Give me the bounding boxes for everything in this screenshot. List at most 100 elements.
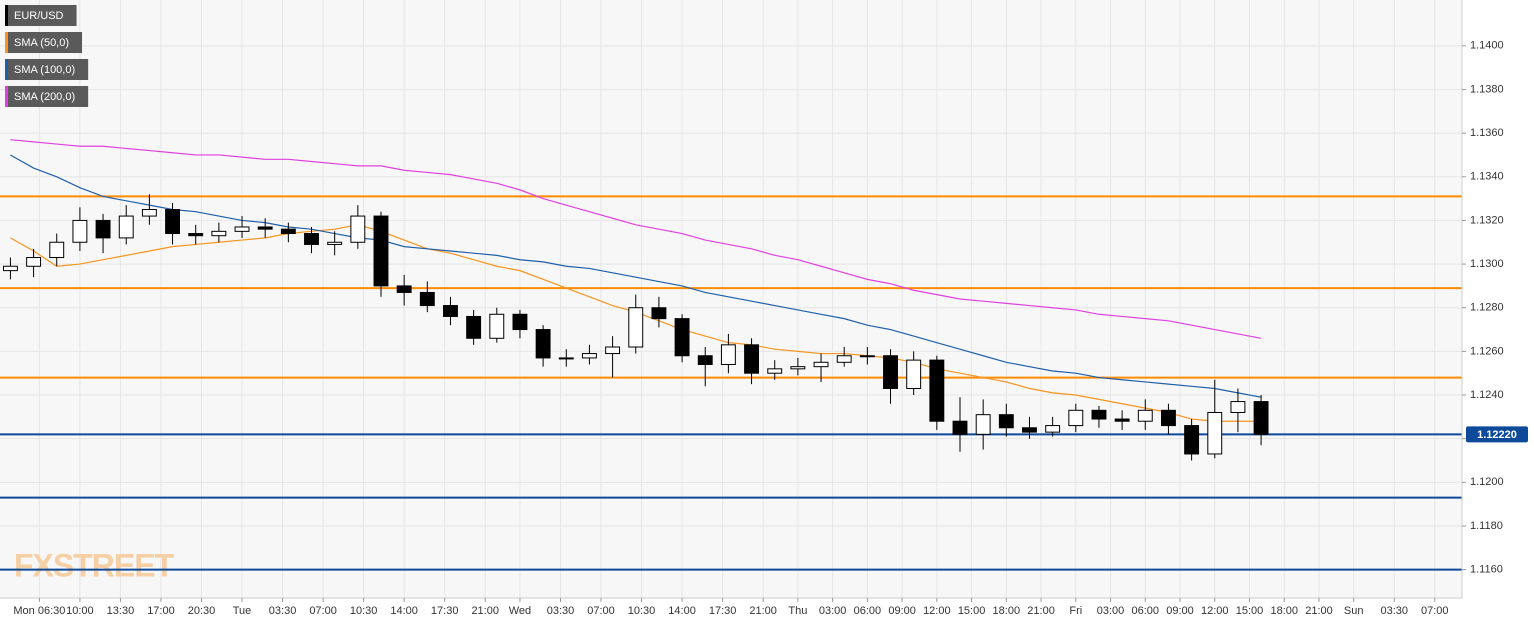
x-tick-label: 15:00 bbox=[1236, 605, 1264, 617]
legend-box bbox=[5, 86, 89, 107]
x-tick-label: 09:00 bbox=[1166, 605, 1194, 617]
x-tick-label: 13:30 bbox=[107, 605, 135, 617]
legend-swatch bbox=[5, 59, 8, 80]
x-tick-label: Wed bbox=[509, 605, 531, 617]
x-tick-label: 03:30 bbox=[547, 605, 575, 617]
x-tick-label: 21:00 bbox=[1027, 605, 1055, 617]
candle-body bbox=[165, 209, 180, 235]
y-tick-label: 1.1200 bbox=[1470, 476, 1504, 488]
candle-body bbox=[141, 209, 157, 217]
x-tick-label: 10:30 bbox=[628, 605, 656, 617]
candle-body bbox=[443, 305, 458, 317]
candle-body bbox=[1137, 409, 1153, 422]
x-tick-label: 17:00 bbox=[147, 605, 175, 617]
y-tick-label: 1.1180 bbox=[1470, 520, 1503, 532]
x-tick-label: 03:00 bbox=[819, 605, 847, 617]
legend-box bbox=[5, 32, 83, 53]
watermark: FXSTREET bbox=[14, 547, 175, 583]
x-tick-label: Thu bbox=[788, 605, 807, 617]
candle-body bbox=[257, 226, 273, 230]
x-tick-label: 06:00 bbox=[854, 605, 882, 617]
x-tick-label: 03:00 bbox=[1097, 605, 1125, 617]
candle-body bbox=[952, 420, 968, 435]
candle-body bbox=[605, 346, 621, 355]
last-price-label: 1.12220 bbox=[1477, 429, 1517, 441]
candle-body bbox=[1253, 401, 1269, 435]
candle-body bbox=[1184, 425, 1200, 455]
x-tick-label: 21:00 bbox=[471, 605, 499, 617]
candle-body bbox=[790, 366, 806, 370]
y-tick-label: 1.1300 bbox=[1470, 258, 1504, 270]
y-tick-label: 1.1380 bbox=[1470, 83, 1504, 95]
candle-body bbox=[512, 313, 528, 331]
levels bbox=[0, 195, 1462, 571]
candle-body bbox=[697, 355, 713, 365]
candle-body bbox=[280, 228, 296, 235]
y-tick-label: 1.1240 bbox=[1470, 389, 1504, 401]
x-tick-label: 10:30 bbox=[350, 605, 378, 617]
candle-body bbox=[975, 414, 991, 435]
x-tick-label: Sun bbox=[1344, 605, 1364, 617]
sma-line bbox=[10, 139, 1262, 339]
legend-label: SMA (100,0) bbox=[14, 64, 75, 76]
candle-body bbox=[1068, 409, 1084, 427]
legend-box bbox=[5, 5, 77, 26]
candle-body bbox=[373, 215, 389, 287]
candle-body bbox=[304, 233, 319, 245]
candle-body bbox=[419, 291, 435, 307]
candle-body bbox=[998, 414, 1014, 429]
last-price-tag bbox=[1466, 426, 1528, 443]
y-tick-label: 1.1340 bbox=[1470, 171, 1504, 183]
y-tick-label: 1.1360 bbox=[1470, 127, 1504, 139]
candle-body bbox=[1022, 427, 1037, 433]
legend-swatch bbox=[5, 86, 8, 107]
candle-body bbox=[674, 318, 690, 357]
candle-body bbox=[744, 344, 760, 374]
candle-body bbox=[883, 355, 898, 389]
candle-body bbox=[581, 353, 597, 359]
y-tick-label: 1.1260 bbox=[1470, 345, 1504, 357]
candle-body bbox=[1160, 409, 1176, 427]
legend-label: SMA (200,0) bbox=[14, 91, 75, 103]
candle-body bbox=[558, 357, 574, 360]
x-tick-label: 15:00 bbox=[958, 605, 986, 617]
candle-body bbox=[767, 368, 783, 374]
x-tick-label: 18:00 bbox=[1270, 605, 1298, 617]
candle-body bbox=[49, 241, 65, 259]
x-tick-label: 17:30 bbox=[709, 605, 737, 617]
candle-body bbox=[859, 355, 875, 358]
x-tick-label: 21:00 bbox=[749, 605, 777, 617]
candles bbox=[2, 194, 1269, 461]
y-tick-label: 1.1320 bbox=[1470, 214, 1504, 226]
x-tick-label: 07:00 bbox=[1421, 605, 1449, 617]
x-tick-label: 12:00 bbox=[1201, 605, 1229, 617]
candle-body bbox=[813, 361, 829, 368]
candle-body bbox=[350, 215, 366, 243]
x-tick-label: 21:00 bbox=[1305, 605, 1333, 617]
candle-body bbox=[2, 265, 18, 272]
candle-body bbox=[72, 219, 88, 243]
candle-body bbox=[1091, 409, 1107, 420]
candle-body bbox=[1114, 418, 1130, 422]
y-tick-label: 1.1160 bbox=[1470, 564, 1503, 576]
candle-body bbox=[651, 307, 667, 320]
sma-line bbox=[10, 154, 1262, 398]
x-tick-label: 10:00 bbox=[66, 605, 94, 617]
candle-body bbox=[95, 219, 111, 239]
y-tick-label: 1.1280 bbox=[1470, 302, 1504, 314]
x-tick-label: Tue bbox=[233, 605, 252, 617]
candle-body bbox=[26, 257, 42, 267]
candle-body bbox=[535, 329, 551, 359]
x-tick-label: 17:30 bbox=[431, 605, 459, 617]
x-tick-label: Fri bbox=[1069, 605, 1082, 617]
candle-body bbox=[466, 315, 482, 339]
candle-body bbox=[211, 230, 227, 237]
candle-body bbox=[234, 226, 250, 232]
candle-body bbox=[1207, 411, 1223, 455]
x-tick-label: 14:00 bbox=[390, 605, 418, 617]
x-tick-label: 09:00 bbox=[888, 605, 916, 617]
candle-body bbox=[327, 241, 343, 245]
y-tick-label: 1.1400 bbox=[1470, 40, 1504, 52]
